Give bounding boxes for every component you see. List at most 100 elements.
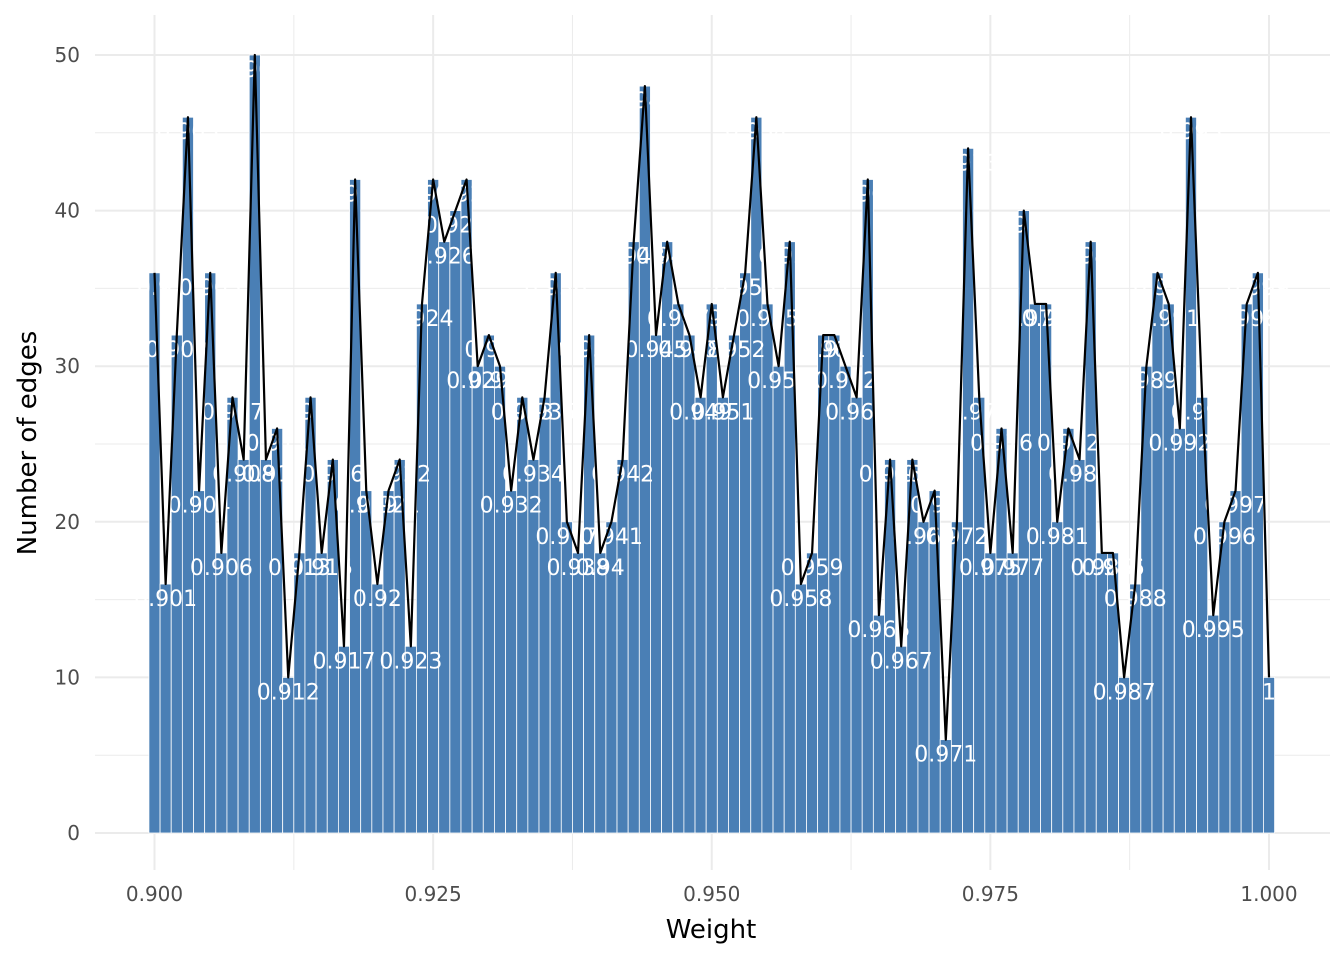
bar	[572, 552, 584, 834]
bar-value-label: 0.992	[1148, 431, 1211, 456]
bar	[1218, 521, 1231, 834]
bar	[371, 583, 384, 834]
bar	[215, 552, 228, 834]
bar-value-label: 0.997	[1204, 494, 1267, 519]
bar	[750, 116, 763, 834]
bar-value-label: 0.959	[781, 556, 844, 581]
bar	[1073, 459, 1086, 834]
bar	[672, 303, 685, 834]
bar	[1051, 521, 1064, 834]
bar-value-label: 0.952	[703, 338, 766, 363]
bar-value-label: 0.945	[625, 338, 688, 363]
bar-value-label: 0.962	[814, 369, 877, 394]
bar-value-label: 0.929	[446, 369, 509, 394]
bar	[416, 303, 428, 834]
bar-value-label: 0.906	[190, 556, 253, 581]
x-tick-label: 0.925	[404, 882, 461, 906]
bar	[471, 365, 484, 834]
bar-value-label: 0.938	[547, 556, 610, 581]
bar	[337, 645, 350, 834]
y-tick-label: 40	[55, 199, 80, 223]
x-tick-labels: 0.900 0.925 0.950 0.975 1.000	[126, 882, 1298, 906]
bar-value-label: 0.949	[669, 400, 732, 425]
bar	[638, 85, 651, 834]
bar-value-label: 0.937	[535, 525, 598, 550]
x-tick-label: 0.900	[126, 882, 183, 906]
bar	[494, 365, 506, 834]
y-axis-title: Number of edges	[13, 331, 43, 556]
y-tick-label: 30	[55, 354, 80, 378]
bar-value-label: 0.985	[1070, 556, 1133, 581]
bar-value-label: 0.963	[825, 400, 888, 425]
x-axis-title: Weight	[666, 915, 757, 945]
bar	[794, 583, 807, 834]
bar	[404, 645, 417, 834]
bar-value-label: 0.942	[591, 463, 654, 488]
bar	[839, 365, 852, 834]
bar	[917, 521, 930, 834]
bar	[1207, 614, 1220, 834]
bar-value-label: 0.979	[1003, 307, 1066, 332]
y-tick-label: 10	[55, 665, 80, 689]
bar	[159, 583, 172, 834]
bar-value-label: 0.915	[290, 556, 353, 581]
bar-value-label: 0.955	[736, 307, 799, 332]
bar-value-label: 0.908	[212, 463, 275, 488]
bar	[1251, 272, 1264, 834]
bar	[259, 459, 272, 834]
bar-value-label: 0.961	[803, 338, 866, 363]
bar	[716, 396, 729, 834]
bar-value-label: 0.941	[580, 525, 643, 550]
bar	[1006, 552, 1019, 834]
bar-value-label: 0.995	[1182, 618, 1245, 643]
bar	[616, 459, 629, 834]
bar-value-label: 0.917	[312, 649, 375, 674]
bar-value-label: 0.969	[892, 525, 955, 550]
bar	[995, 428, 1008, 834]
bar-value-label: 1	[1262, 680, 1276, 705]
bar	[861, 179, 874, 834]
bar	[705, 303, 718, 834]
bar-value-label: 0.932	[480, 494, 543, 519]
series-line	[153, 53, 1271, 741]
bar-value-label: 0.912	[257, 680, 320, 705]
bar-value-label: 0.926	[413, 245, 476, 270]
bar	[895, 645, 908, 834]
bar-value-label: 0.94	[576, 556, 625, 581]
bar-value-label: 0.92	[353, 587, 402, 612]
bar	[872, 614, 885, 834]
x-tick-label: 0.950	[683, 882, 740, 906]
trend-line	[153, 53, 1271, 741]
y-tick-label: 0	[67, 821, 80, 845]
bar	[984, 552, 997, 834]
bar-value-label: 0.91	[241, 463, 290, 488]
bar	[237, 459, 250, 834]
bar-value-label: 0.975	[959, 556, 1022, 581]
bar-value-label: 0.958	[769, 587, 832, 612]
bar	[1062, 428, 1075, 834]
bar	[271, 428, 284, 834]
bar-value-label: 0.948	[658, 338, 721, 363]
bar-value-label: 0.923	[379, 649, 442, 674]
bar	[193, 490, 206, 834]
bar	[694, 396, 707, 834]
bar-value-label: 0.956	[747, 369, 810, 394]
bar-value-label: 0.967	[870, 649, 933, 674]
bar	[427, 179, 440, 834]
bar-value-label: 0.983	[1048, 463, 1111, 488]
bar	[650, 334, 662, 834]
bar	[1151, 272, 1164, 834]
bar	[594, 552, 607, 834]
bar	[505, 490, 518, 834]
bar-value-label: 0.977	[981, 556, 1044, 581]
bar-value-label: 0.93	[464, 338, 513, 363]
bar-value-label: 0.927	[424, 214, 487, 239]
x-tick-label: 1.000	[1240, 882, 1297, 906]
x-tick-label: 0.975	[962, 882, 1019, 906]
y-tick-labels: 0 10 20 30 40 50	[55, 43, 80, 845]
bar	[460, 179, 473, 834]
y-tick-label: 50	[55, 43, 80, 67]
bar-value-label: 0.987	[1093, 680, 1156, 705]
bar-value-label: 0.951	[691, 400, 754, 425]
